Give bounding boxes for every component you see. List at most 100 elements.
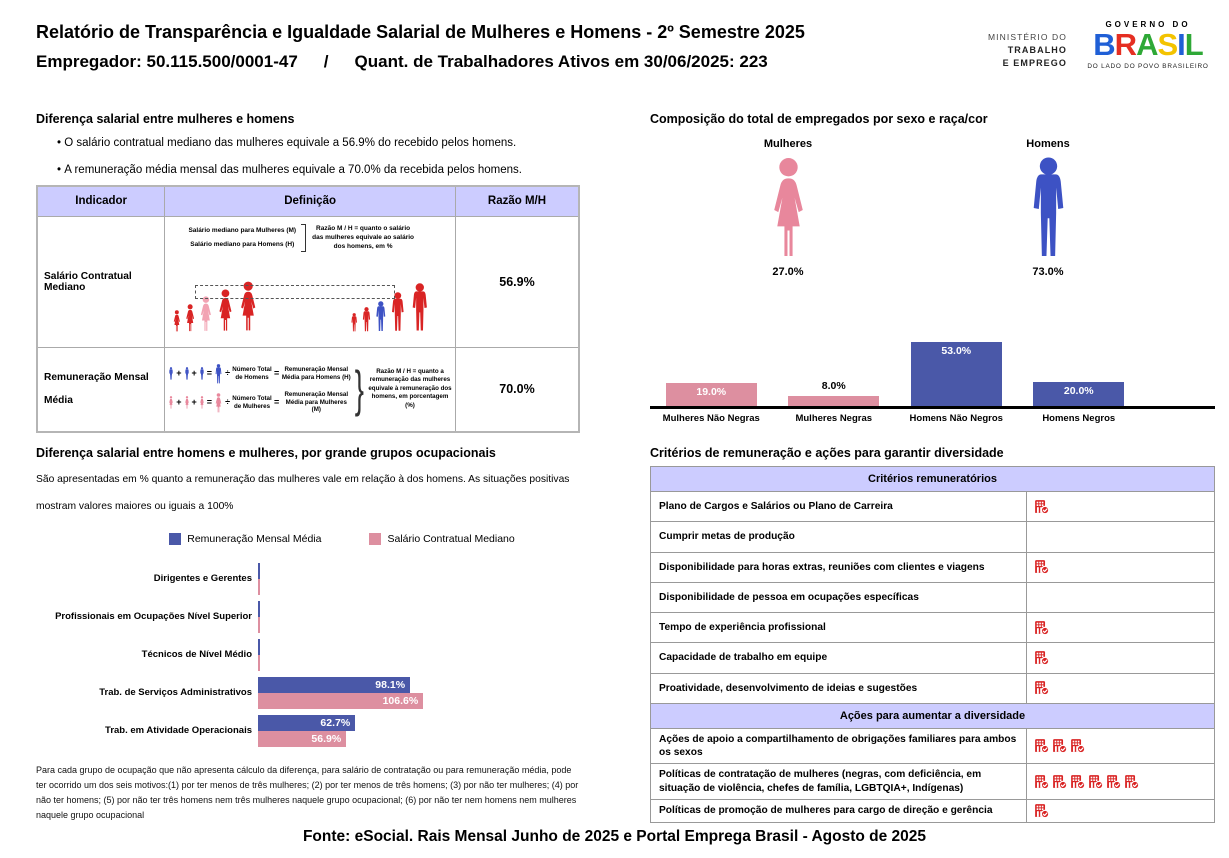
occ-category-label: Profissionais em Ocupações Nível Superio… [55, 611, 252, 623]
occ-bar: 106.6% [258, 693, 424, 709]
brace-shape: } [355, 360, 365, 417]
occ-bar: 56.9% [258, 731, 347, 747]
occ-bars [258, 639, 260, 671]
criteria-label: Proatividade, desenvolvimento de ideias … [650, 672, 1027, 704]
occ-category-label: Técnicos de Nível Médio [141, 649, 252, 661]
building-check-icon [1033, 498, 1050, 515]
equals-operator: = [206, 368, 213, 379]
legend-swatch-blue [169, 533, 182, 545]
salary-gap-table: Indicador Definição Razão M/H Salário Co… [36, 185, 580, 433]
occ-bar [258, 617, 260, 633]
men-composition-figure: Homens 73.0% [978, 138, 1118, 278]
women-label: Mulheres [763, 138, 813, 150]
comp-category-label: Homens Não Negros [909, 413, 1003, 424]
gov-brand-letter: R [1114, 27, 1137, 62]
person-figure-icon [350, 313, 358, 332]
occ-row: Trab. em Atividade Operacionais 62.7% 56.9… [36, 712, 648, 750]
page-title: Relatório de Transparência e Igualdade S… [36, 22, 805, 42]
composition-chart-bars: 19.0% 8.0% 53.0% 20.0% [650, 300, 1140, 406]
criteria-check-cell [1026, 763, 1215, 800]
comp-bar: 53.0% [910, 342, 1002, 406]
occ-row: Profissionais em Ocupações Nível Superio… [36, 598, 648, 636]
criteria-section-header-row: Critérios remuneratórios [650, 466, 1215, 492]
occ-bar [258, 579, 260, 595]
criteria-check-cell [1026, 642, 1215, 674]
criteria-label: Capacidade de trabalho em equipe [650, 642, 1027, 674]
men-divisor-label: Número Total de Homens [232, 366, 272, 381]
label-median-women: Salário mediano para Mulheres (M) [188, 226, 297, 234]
women-divisor-label: Número Total de Mulheres [232, 394, 272, 410]
comp-bar-cell: 8.0% [773, 300, 896, 406]
woman-figure-icon [168, 396, 174, 409]
subtitle-separator: / [323, 52, 329, 71]
women-result-label: Remuneração Mensal Média para Mulheres (… [284, 390, 349, 414]
comp-category-label: Mulheres Negras [795, 413, 873, 424]
equals-operator: = [206, 397, 213, 407]
equals-operator: = [274, 368, 280, 379]
section-title-salary-gap: Diferença salarial entre mulheres e home… [36, 112, 295, 126]
occ-bars: 62.7% 56.9% [258, 715, 356, 747]
plus-operator: + [176, 397, 182, 407]
criteria-label: Disponibilidade para horas extras, reuni… [650, 551, 1027, 583]
occ-bar [258, 655, 260, 671]
man-figure-icon [184, 367, 190, 380]
criteria-row: Disponibilidade de pessoa em ocupações e… [650, 581, 1215, 614]
criteria-row: Ações de apoio a compartilhamento de obr… [650, 727, 1215, 765]
governo-do-brasil-logo: GOVERNO DO BRASIL DO LADO DO POVO BRASIL… [1080, 20, 1216, 70]
occ-bar-value: 62.7% [320, 717, 351, 729]
criteria-check-cell [1026, 727, 1215, 765]
occ-category-label: Trab. de Serviços Administrativos [99, 687, 252, 699]
divide-operator: ÷ [225, 397, 231, 407]
plus-operator: + [176, 368, 182, 379]
building-check-icon [1033, 802, 1050, 819]
gov-brand-letter: S [1157, 27, 1178, 62]
legend-label: Remuneração Mensal Média [187, 533, 322, 545]
gov-logo-tagline: DO LADO DO POVO BRASILEIRO [1087, 62, 1209, 70]
building-check-icon [1069, 737, 1086, 754]
criteria-section-header: Ações para aumentar a diversidade [650, 702, 1215, 729]
occ-bar [258, 639, 260, 655]
gov-brand-letter: B [1093, 27, 1115, 62]
gov-brasil-wordmark: BRASIL [1080, 27, 1216, 62]
active-workers-count: Quant. de Trabalhadores Ativos em 30/06/… [354, 52, 768, 71]
median-ratio-value: 56.9% [454, 215, 580, 348]
criteria-label: Plano de Cargos e Salários ou Plano de C… [650, 490, 1027, 523]
criteria-row: Plano de Cargos e Salários ou Plano de C… [650, 490, 1215, 523]
woman-figure-icon [765, 157, 812, 259]
legend-item-median: Salário Contratual Mediano [369, 533, 515, 545]
median-ratio-note: Razão M / H = quanto o salário das mulhe… [312, 225, 415, 250]
building-check-icon [1087, 773, 1104, 790]
comp-bar-value: 20.0% [1063, 385, 1094, 397]
criteria-check-cell [1026, 611, 1215, 644]
criteria-section-header: Critérios remuneratórios [650, 466, 1215, 492]
building-check-icon [1051, 773, 1068, 790]
occupational-chart-footnote: Para cada grupo de ocupação que não apre… [36, 765, 579, 821]
occ-bar: 62.7% [258, 715, 356, 731]
bracket-shape [301, 224, 307, 253]
occ-bar [258, 563, 260, 579]
men-result-label: Remuneração Mensal Média para Homens (H) [281, 366, 351, 381]
building-check-icon [1033, 773, 1050, 790]
occupational-description-line1: São apresentadas em % quanto a remuneraç… [36, 474, 570, 485]
legend-label: Salário Contratual Mediano [387, 533, 515, 545]
ministry-logo: MINISTÉRIO DO TRABALHO E EMPREGO [955, 32, 1067, 71]
men-label: Homens [1026, 138, 1070, 150]
criteria-table-body: Critérios remuneratórios Plano de Cargos … [650, 466, 1215, 823]
legend-swatch-pink [369, 533, 382, 545]
occ-bar-value: 106.6% [382, 695, 419, 707]
criteria-check-cell [1026, 551, 1215, 583]
person-figure-icon [361, 307, 372, 332]
man-figure-icon [1026, 157, 1071, 259]
occ-row: Dirigentes e Gerentes [36, 560, 648, 598]
occ-bar-value: 98.1% [375, 679, 406, 691]
occ-category-label: Dirigentes e Gerentes [153, 573, 252, 585]
plus-operator: + [191, 397, 197, 407]
building-check-icon [1069, 773, 1086, 790]
building-check-icon [1033, 558, 1050, 575]
table-row-mean-salary: Remuneração Mensal Média + + = ÷ [36, 346, 580, 433]
criteria-check-cell [1026, 490, 1215, 523]
median-definition-diagram: Salário mediano para Mulheres (M) Salári… [165, 224, 438, 347]
person-figure-icon [172, 310, 182, 332]
building-check-icon [1051, 737, 1068, 754]
criteria-row: Cumprir metas de produção [650, 521, 1215, 553]
